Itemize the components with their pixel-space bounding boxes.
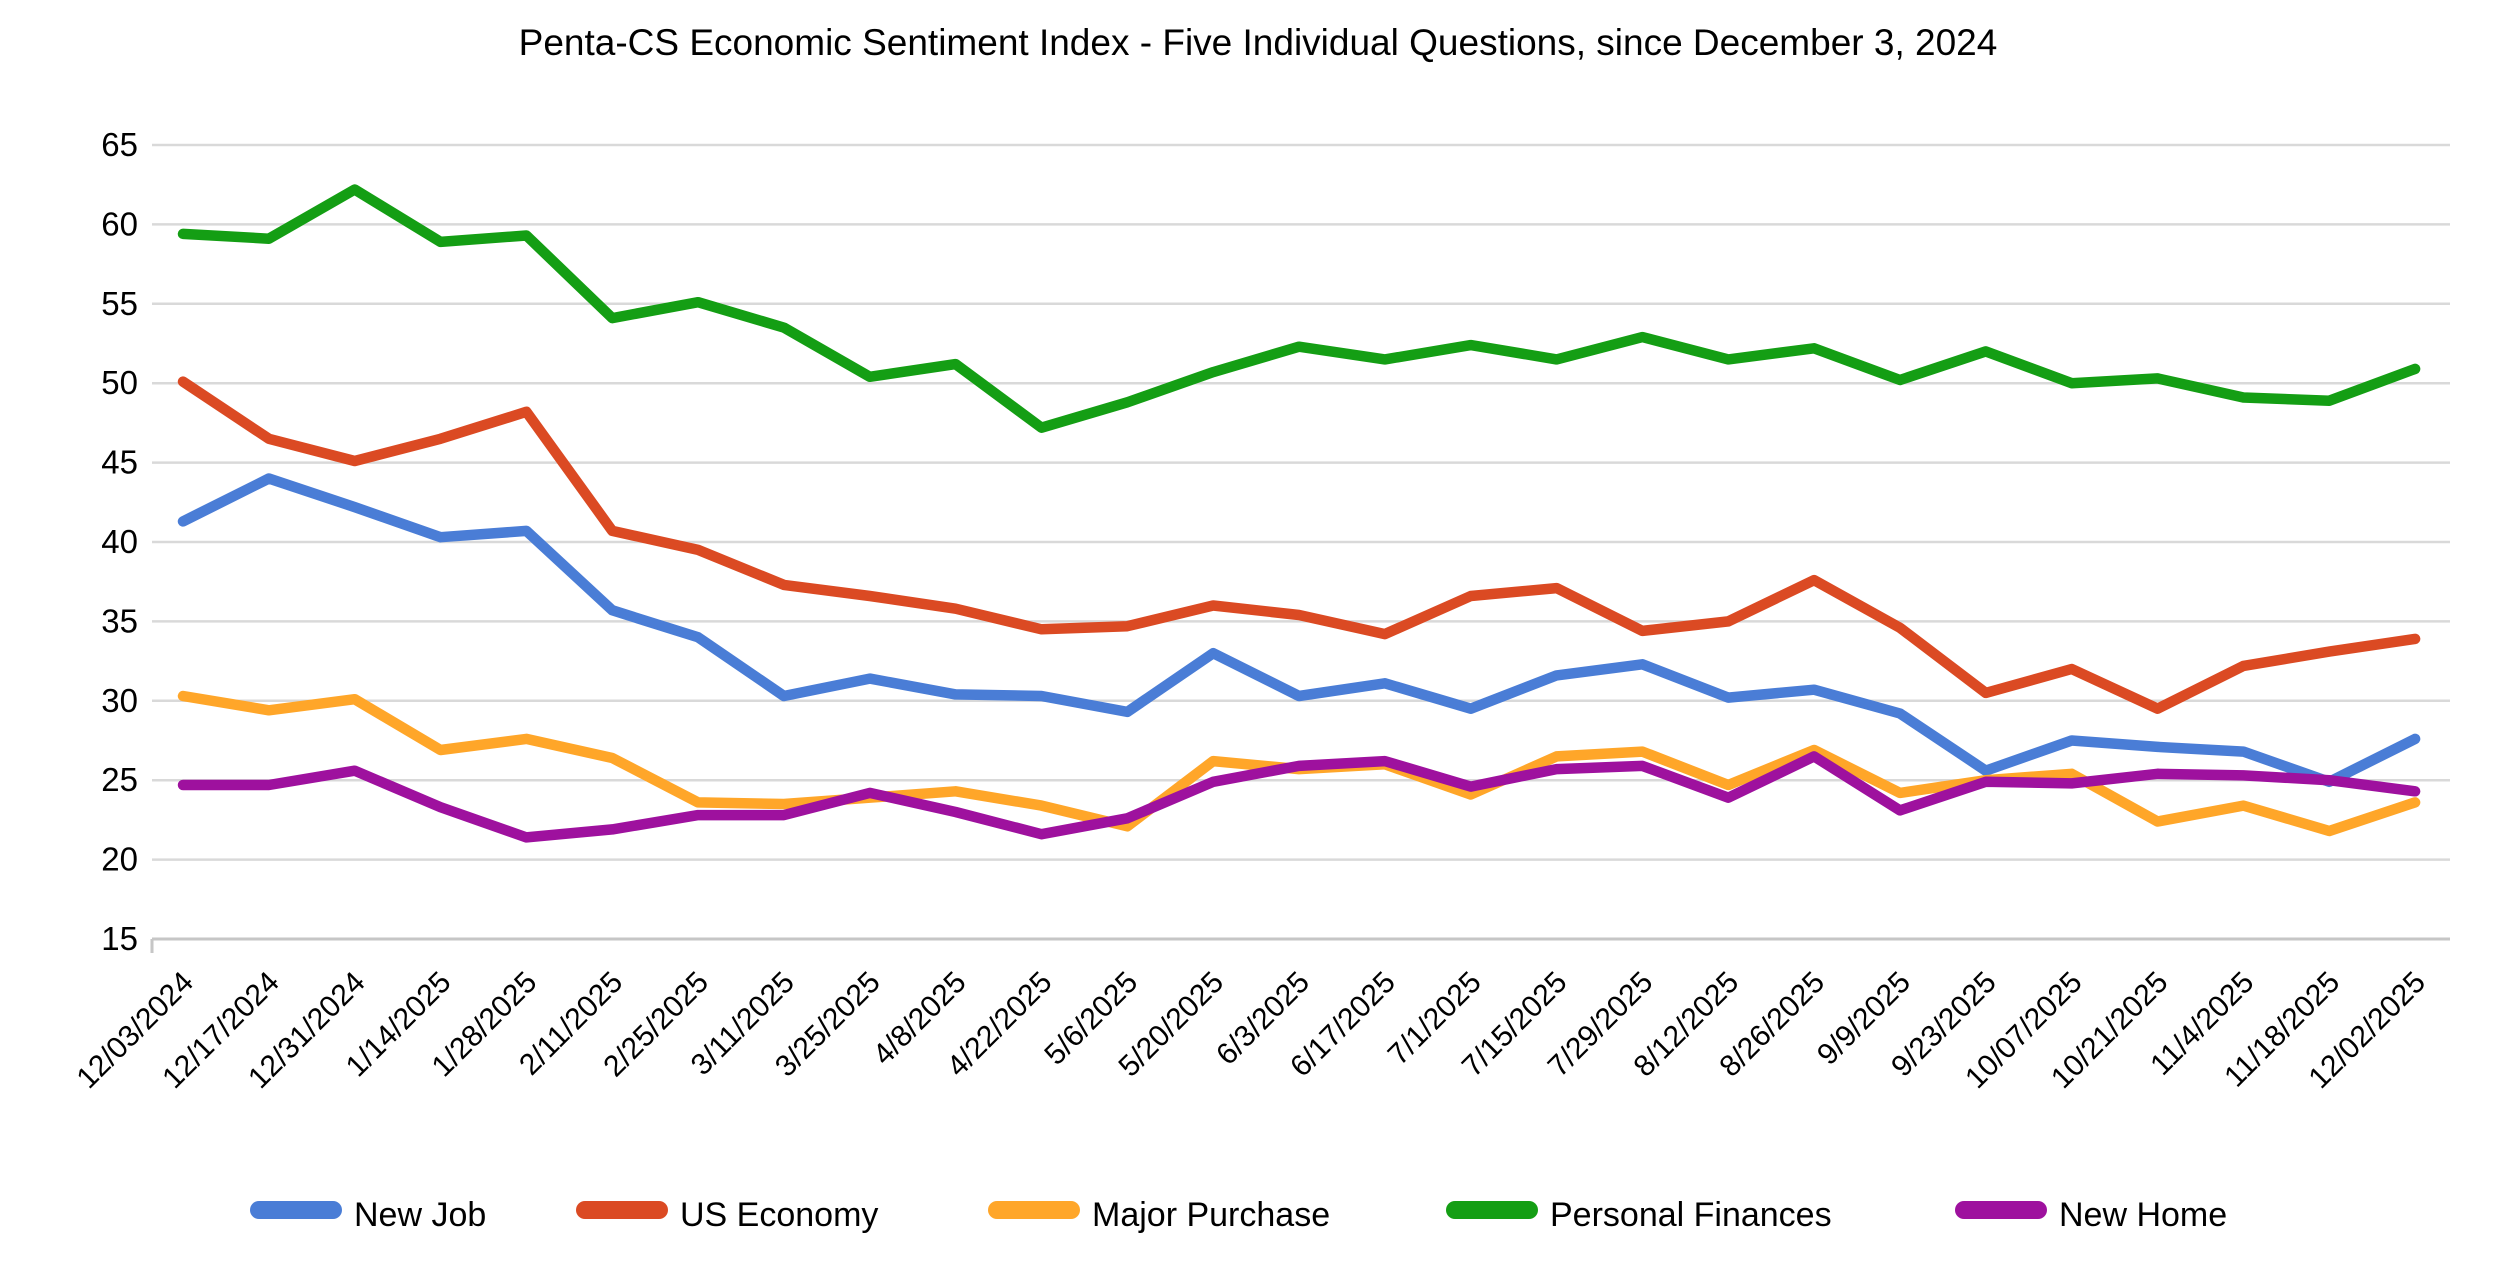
y-axis-tick-label: 40 (101, 523, 138, 560)
y-axis-labels-group: 15 20 25 30 35 40 45 50 55 60 65 (101, 126, 138, 957)
y-axis-tick-label: 55 (101, 285, 138, 322)
legend-label: Personal Finances (1550, 1196, 1832, 1234)
series-line-personal-finances (177, 184, 2421, 433)
legend-swatch (576, 1201, 668, 1219)
y-axis-tick-label: 50 (101, 364, 138, 401)
y-axis-tick-label: 35 (101, 602, 138, 639)
legend-label: New Job (354, 1196, 486, 1234)
legend-swatch (1446, 1201, 1538, 1219)
y-axis-tick-label: 45 (101, 444, 138, 481)
legend-item-personal-finances: Personal Finances (1446, 1196, 1832, 1234)
legend-swatch (988, 1201, 1080, 1219)
legend-label: New Home (2059, 1196, 2227, 1234)
y-axis-tick-label: 30 (101, 682, 138, 719)
series-line-us-economy (177, 376, 2421, 714)
series-lines-group (177, 184, 2421, 843)
y-axis-tick-label: 25 (101, 761, 138, 798)
legend-swatch (1955, 1201, 2047, 1219)
legend-item-new-home: New Home (1955, 1196, 2227, 1234)
legend-item-new-job: New Job (250, 1196, 486, 1234)
y-axis-tick-label: 60 (101, 205, 138, 242)
chart-title: Penta-CS Economic Sentiment Index - Five… (519, 22, 1998, 63)
y-axis-tick-label: 20 (101, 841, 138, 878)
gridlines-group (152, 143, 2450, 861)
x-axis-group (150, 937, 2450, 953)
y-axis-tick-label: 15 (101, 920, 138, 957)
legend-item-major-purchase: Major Purchase (988, 1196, 1330, 1234)
series-line-new-home (177, 751, 2421, 843)
legend-label: Major Purchase (1092, 1196, 1330, 1234)
y-axis-tick-label: 65 (101, 126, 138, 163)
legend-item-us-economy: US Economy (576, 1196, 878, 1234)
legend-label: US Economy (680, 1196, 878, 1234)
series-line-new-job (177, 473, 2421, 788)
legend-group: New Job US Economy Major Purchase Personal … (250, 1196, 2227, 1234)
legend-swatch (250, 1201, 342, 1219)
